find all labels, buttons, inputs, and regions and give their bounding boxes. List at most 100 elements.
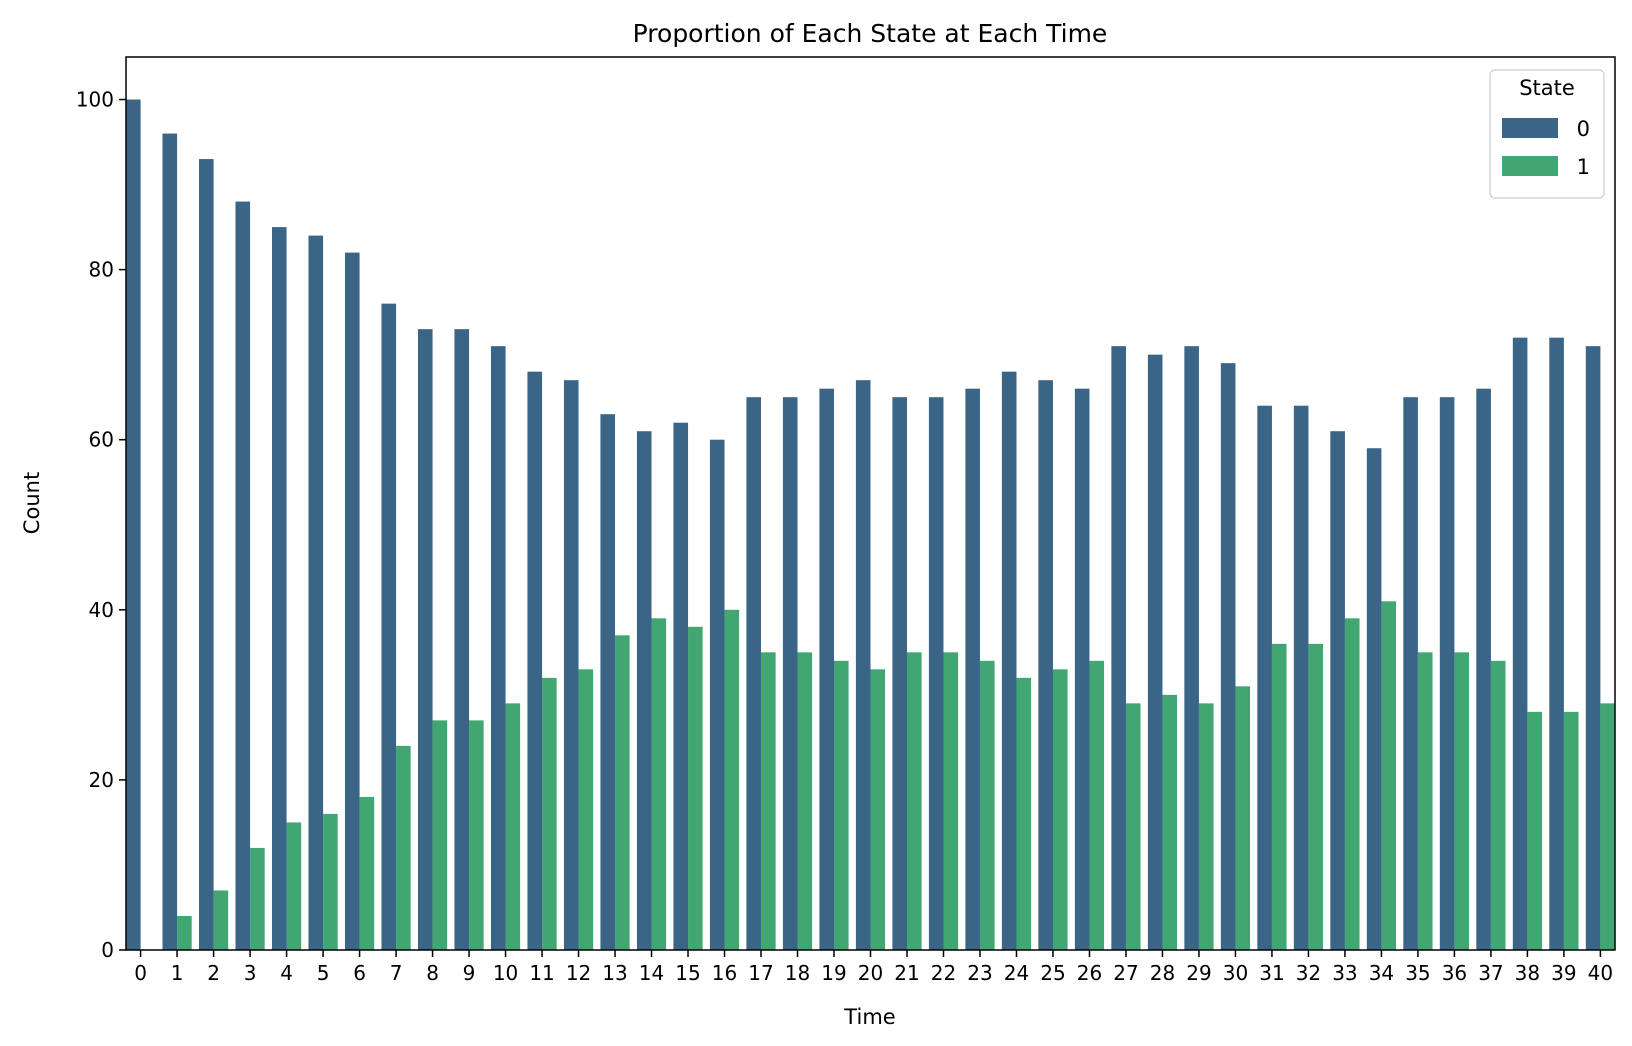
x-tick-label: 8 [426,961,439,985]
x-tick-label: 6 [353,961,366,985]
bar-state-1-time-15 [688,626,703,950]
legend-swatch-state-1 [1502,156,1558,176]
x-tick-label: 9 [463,961,476,985]
bar-state-0-time-36 [1439,397,1455,950]
bar-state-0-time-18 [782,397,798,950]
x-tick-label: 20 [858,961,883,985]
y-tick-label: 0 [101,938,114,962]
bar-state-1-time-32 [1308,643,1324,950]
bar-state-1-time-33 [1344,618,1360,950]
bar-state-0-time-39 [1549,337,1564,951]
bar-state-1-time-21 [906,652,922,950]
x-tick-label: 34 [1369,961,1394,985]
bar-state-1-time-10 [505,703,521,950]
bar-state-1-time-22 [943,652,959,950]
bar-state-0-time-28 [1147,354,1163,951]
bar-state-1-time-14 [651,618,667,950]
bar-state-0-time-5 [308,235,324,951]
bar-state-0-time-34 [1366,448,1382,950]
y-tick-label: 80 [89,258,114,282]
bar-state-0-time-32 [1293,405,1309,950]
x-tick-label: 3 [244,961,257,985]
bar-state-1-time-38 [1527,711,1543,950]
bar-state-1-time-6 [359,796,375,950]
y-tick-label: 60 [89,428,114,452]
bar-state-0-time-19 [819,388,835,951]
bar-state-1-time-40 [1600,703,1615,950]
bar-state-0-time-6 [344,252,360,951]
y-axis: 0 20 40 60 80 100 [76,88,126,962]
x-tick-label: 18 [785,961,810,985]
bar-state-1-time-9 [469,720,484,950]
bar-state-1-time-17 [761,652,776,950]
x-tick-label: 24 [1004,961,1029,985]
legend-title: State [1519,76,1575,100]
bar-state-1-time-19 [834,660,849,950]
bar-state-1-time-24 [1016,677,1032,950]
x-tick-label: 12 [566,961,591,985]
bar-state-1-time-13 [615,635,630,950]
bar-state-0-time-31 [1257,405,1272,950]
bar-state-1-time-7 [396,745,411,950]
bar-state-0-time-35 [1403,397,1418,950]
bar-state-0-time-17 [746,397,762,950]
y-tick-label: 20 [89,768,114,792]
x-tick-label: 31 [1259,961,1284,985]
x-tick-label: 21 [894,961,919,985]
x-tick-label: 23 [967,961,992,985]
bar-state-1-time-8 [432,720,448,950]
bar-state-0-time-26 [1074,388,1090,951]
bar-state-1-time-23 [979,660,995,950]
x-tick-label: 1 [171,961,184,985]
x-tick-label: 2 [207,961,220,985]
x-tick-label: 0 [134,961,147,985]
x-tick-label: 15 [675,961,700,985]
bar-state-0-time-4 [271,227,287,951]
bar-state-1-time-31 [1271,643,1287,950]
bar-state-0-time-8 [417,329,433,951]
x-tick-label: 26 [1077,961,1102,985]
bar-state-1-time-35 [1417,652,1433,950]
x-tick-label: 39 [1551,961,1576,985]
bar-state-1-time-36 [1454,652,1470,950]
bar-state-0-time-25 [1038,380,1053,951]
bar-state-1-time-1 [177,915,192,950]
x-tick-label: 13 [602,961,627,985]
x-tick-label: 22 [931,961,956,985]
bar-state-0-time-7 [381,303,397,951]
bar-state-1-time-29 [1198,703,1214,950]
x-tick-label: 38 [1515,961,1540,985]
bar-state-1-time-39 [1563,711,1579,950]
x-tick-label: 29 [1186,961,1211,985]
bar-state-1-time-5 [323,813,338,950]
x-axis: 0 1 2 3 4 5 6 7 8 9 10 11 12 13 14 15 16 17 18 19 20 21 22 23 24… [134,950,1613,985]
bar-state-0-time-37 [1476,388,1491,951]
x-tick-label: 11 [529,961,554,985]
x-tick-label: 40 [1588,961,1613,985]
x-tick-label: 19 [821,961,846,985]
x-tick-label: 32 [1296,961,1321,985]
bar-state-1-time-2 [213,890,229,950]
legend-label-state-1: 1 [1577,155,1590,179]
bar-state-0-time-12 [563,380,579,951]
bar-state-1-time-34 [1381,601,1397,950]
bar-state-1-time-16 [724,609,740,950]
x-tick-label: 37 [1478,961,1503,985]
y-axis-label: Count [20,472,44,534]
bar-state-1-time-30 [1235,686,1251,950]
bars-layer [126,99,1615,951]
bar-state-0-time-13 [600,414,616,950]
bar-state-1-time-12 [578,669,594,950]
chart-title: Proportion of Each State at Each Time [633,19,1108,48]
x-tick-label: 16 [712,961,737,985]
bar-state-0-time-20 [855,380,871,951]
bar-state-0-time-27 [1111,346,1126,951]
bar-state-1-time-37 [1490,660,1506,950]
x-tick-label: 17 [748,961,773,985]
bar-state-0-time-1 [162,133,178,951]
bar-state-0-time-14 [636,431,652,950]
x-tick-label: 33 [1332,961,1357,985]
bar-state-1-time-4 [286,822,302,950]
x-tick-label: 7 [390,961,403,985]
